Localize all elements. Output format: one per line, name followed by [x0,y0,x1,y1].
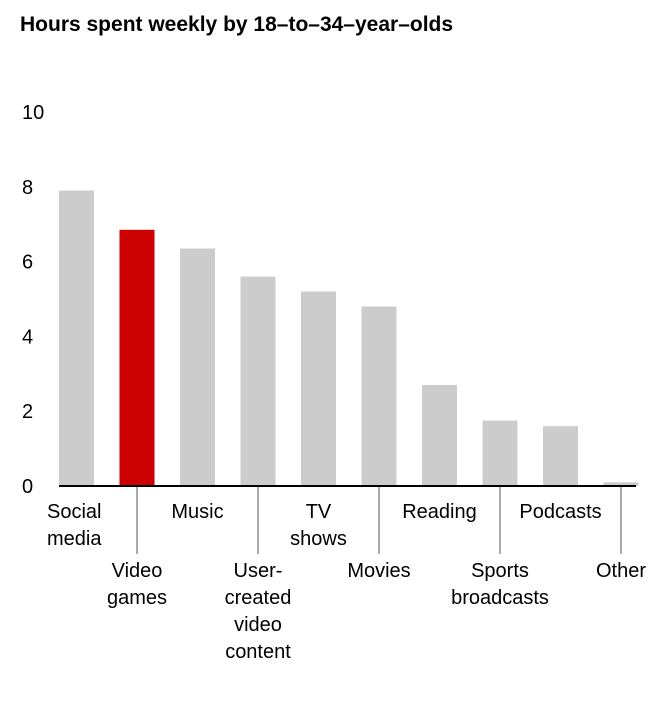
x-category-label: Podcasts [519,501,601,523]
bar-podcasts [543,426,578,486]
bar-social-media [59,190,94,487]
y-tick-label: 6 [22,252,33,274]
x-category-label: Reading [402,501,477,523]
bars [59,190,639,487]
bar-user-created-video-content [240,276,276,486]
bar-movies [361,306,397,486]
x-category-label: Other [596,560,646,582]
x-category-label: Video games [107,560,167,609]
bar-video-games [119,229,155,486]
x-category-label: Sports broadcasts [451,560,549,609]
x-category-label: User-created video content [225,560,292,663]
y-tick-label: 0 [22,476,33,498]
bar-tv-shows [301,291,336,486]
y-tick-label: 10 [22,102,44,124]
x-category-label: Movies [347,560,410,582]
x-category-label: Social media [47,501,102,550]
y-tick-label: 2 [22,401,33,423]
y-axis: 0 2 4 6 8 10 [22,102,44,498]
x-category-label: Music [171,501,223,523]
y-tick-label: 4 [22,326,33,348]
bar-sports-broadcasts [482,420,518,486]
bar-reading [422,385,457,486]
y-tick-label: 8 [22,177,33,199]
bar-other [603,482,639,486]
x-category-label: TV shows [290,501,347,550]
chart-title: Hours spent weekly by 18–to–34–year–olds [20,13,454,36]
bar-music [180,248,215,486]
